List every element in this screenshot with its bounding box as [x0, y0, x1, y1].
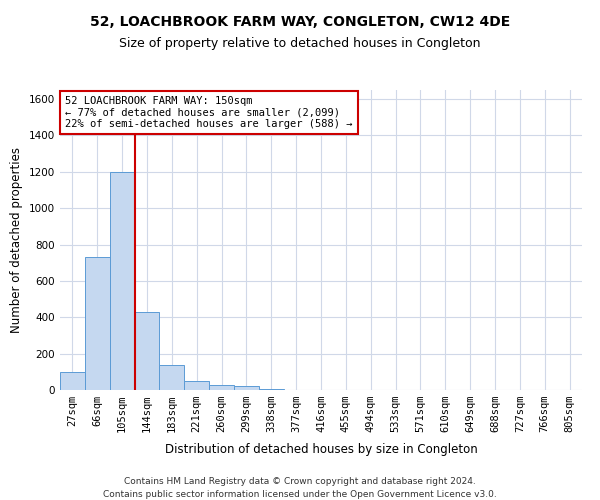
Bar [160, 364, 184, 390]
Text: Distribution of detached houses by size in Congleton: Distribution of detached houses by size … [164, 442, 478, 456]
Bar [184, 381, 209, 390]
Text: 52 LOACHBROOK FARM WAY: 150sqm
← 77% of detached houses are smaller (2,099)
22% : 52 LOACHBROOK FARM WAY: 150sqm ← 77% of … [65, 96, 353, 129]
Bar [209, 384, 234, 390]
Bar [134, 312, 160, 390]
Bar [234, 386, 259, 390]
Bar [259, 389, 284, 390]
Bar [60, 372, 85, 390]
Text: Contains public sector information licensed under the Open Government Licence v3: Contains public sector information licen… [103, 490, 497, 499]
Text: Size of property relative to detached houses in Congleton: Size of property relative to detached ho… [119, 38, 481, 51]
Y-axis label: Number of detached properties: Number of detached properties [10, 147, 23, 333]
Text: Contains HM Land Registry data © Crown copyright and database right 2024.: Contains HM Land Registry data © Crown c… [124, 478, 476, 486]
Bar [85, 258, 110, 390]
Bar [110, 172, 134, 390]
Text: 52, LOACHBROOK FARM WAY, CONGLETON, CW12 4DE: 52, LOACHBROOK FARM WAY, CONGLETON, CW12… [90, 15, 510, 29]
